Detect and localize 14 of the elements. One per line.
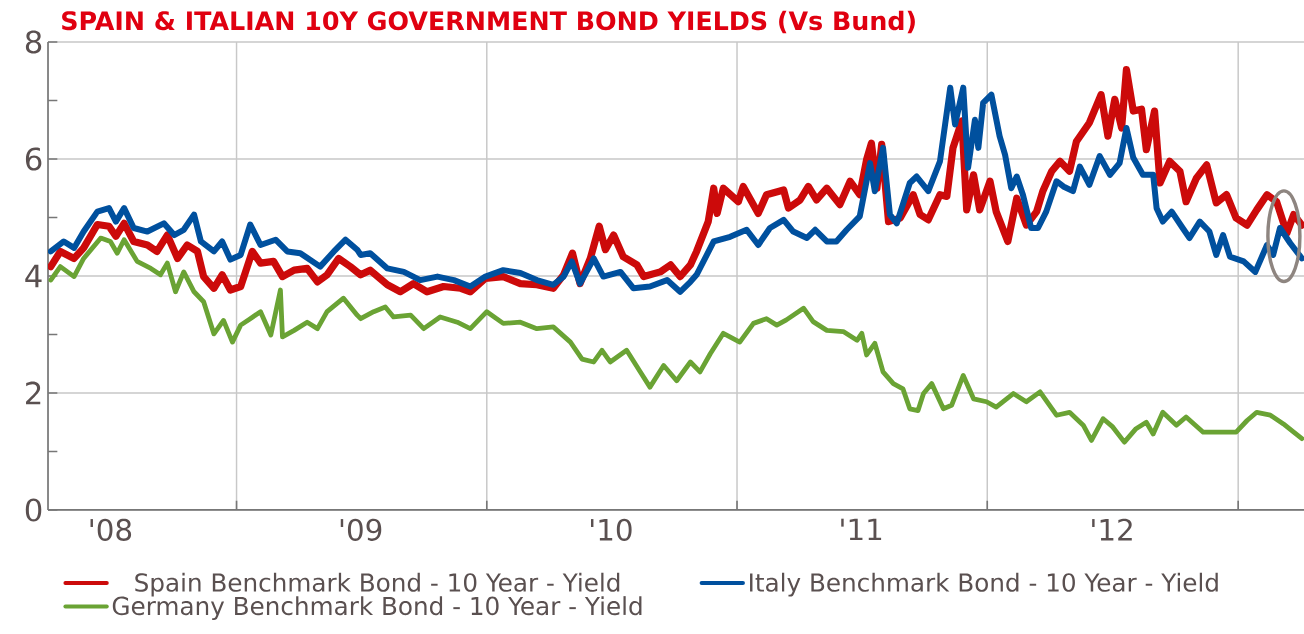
y-tick-label: 8 — [25, 30, 42, 54]
legend-label: Germany Benchmark Bond - 10 Year - Yield — [112, 596, 642, 621]
x-tick-label: '12 — [1092, 518, 1132, 541]
y-tick-label: 6 — [25, 147, 42, 171]
x-tick-label: '08 — [90, 518, 132, 541]
y-tick-label: 2 — [26, 381, 41, 405]
x-tick-label: '09 — [340, 518, 382, 541]
y-tick-label: 4 — [25, 264, 42, 288]
y-tick-label: 0 — [25, 498, 42, 522]
chart-title: SPAIN & ITALIAN 10Y GOVERNMENT BOND YIELDS (Vs Bund) — [62, 10, 915, 34]
legend-label: Spain Benchmark Bond - 10 Year - Yield — [135, 572, 620, 597]
x-tick-label: '11 — [841, 518, 882, 541]
x-tick-label: '10 — [591, 518, 632, 541]
legend-label: Italy Benchmark Bond - 10 Year - Yield — [750, 572, 1218, 597]
